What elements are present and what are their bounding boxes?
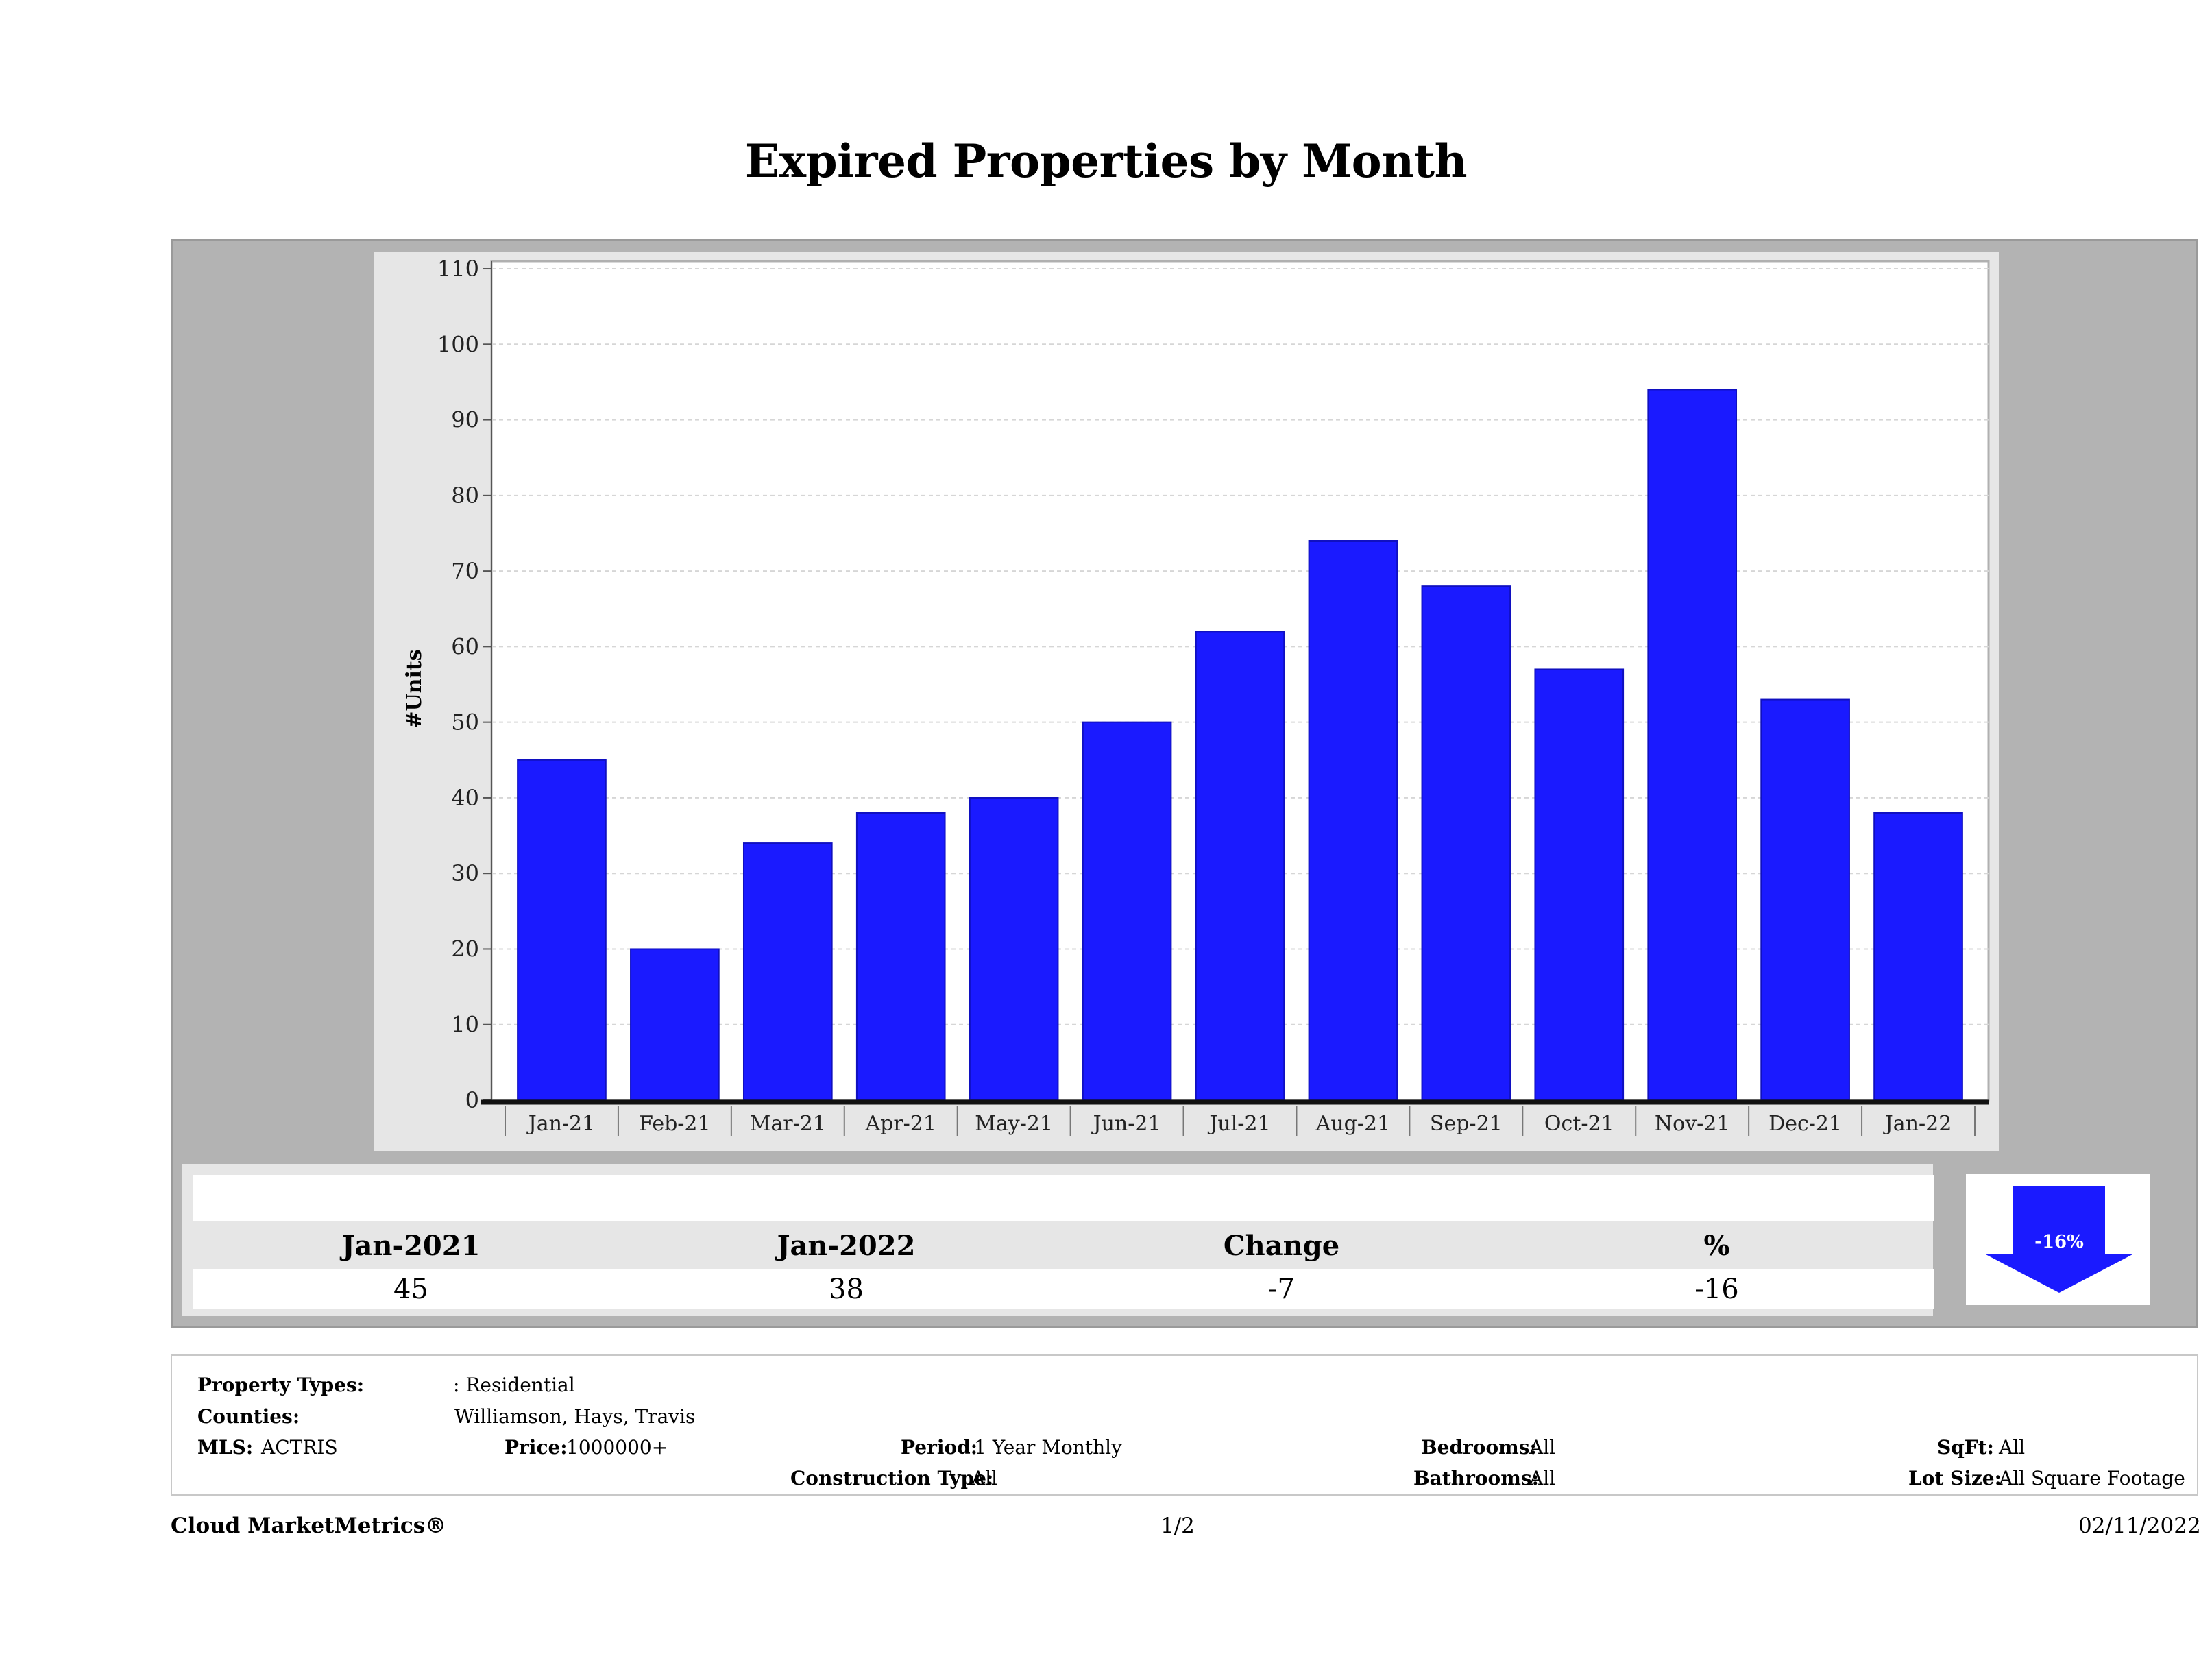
sqft-value: All: [1999, 1436, 2026, 1459]
header-change: Change: [1223, 1230, 1340, 1262]
bar-may-21: [969, 797, 1059, 1102]
x-tick-label: Apr-21: [864, 1112, 936, 1136]
counties-label: Counties:: [197, 1405, 300, 1428]
x-tick-label: Jun-21: [1091, 1112, 1161, 1136]
footer-page-number: 1/2: [1160, 1513, 1195, 1538]
x-tick-label: Jan-21: [526, 1112, 596, 1136]
y-tick-label: 70: [451, 558, 479, 584]
y-tick-label: 30: [451, 860, 479, 886]
x-tick-label: Jan-22: [1883, 1112, 1952, 1136]
gridlines: [491, 268, 1989, 1025]
bar-apr-21: [855, 812, 946, 1101]
period-value: 1 Year Monthly: [974, 1436, 1122, 1459]
change-indicator-label: -16%: [2034, 1232, 2084, 1252]
y-tick-label: 110: [437, 256, 479, 282]
y-tick-label: 20: [451, 936, 479, 962]
value-change: -7: [1268, 1274, 1295, 1305]
bar-jan-22: [1873, 812, 1963, 1101]
header-start-month: Jan-2021: [341, 1230, 481, 1262]
y-tick-label: 40: [451, 785, 479, 811]
x-axis: Jan-21 Feb-21 Mar-21 Apr-21 May-21 Jun-21 Jul-…: [481, 1099, 1989, 1136]
counties-value: Williamson, Hays, Travis: [454, 1405, 696, 1428]
bar-aug-21: [1308, 540, 1398, 1101]
x-tick-label: Dec-21: [1769, 1112, 1842, 1136]
comparison-table-spacer: [193, 1175, 1934, 1221]
bathrooms-value: All: [1529, 1467, 1556, 1489]
chart-panel: 0 10 20 30 40 50 60 70 80 90 100 110 Jan-21 Feb-21 Ma…: [171, 239, 2198, 1328]
mls-label: MLS:: [197, 1436, 254, 1459]
x-tick-label: May-21: [975, 1112, 1053, 1136]
bar-feb-21: [630, 948, 720, 1102]
y-tick-label: 100: [437, 331, 479, 357]
property-types-value: : Residential: [453, 1374, 575, 1396]
value-end-month: 38: [829, 1274, 864, 1305]
down-arrow-icon: -16%: [1984, 1186, 2134, 1293]
bar-jan-21: [517, 759, 607, 1102]
price-label: Price:: [505, 1436, 568, 1459]
construction-type-value: All: [971, 1467, 998, 1489]
y-tick-label: 90: [451, 407, 479, 433]
bar-oct-21: [1534, 668, 1625, 1101]
y-tick-label: 60: [451, 633, 479, 659]
comparison-table: Jan-2021 Jan-2022 Change % 45 38 -7 -16: [182, 1164, 1934, 1316]
bar-dec-21: [1760, 698, 1850, 1101]
bathrooms-label: Bathrooms:: [1413, 1467, 1539, 1489]
x-tick-label: Mar-21: [750, 1112, 826, 1136]
value-percent: -16: [1694, 1274, 1739, 1305]
y-axis-label: #Units: [402, 649, 426, 728]
y-tick-label: 10: [451, 1012, 479, 1038]
y-axis: 0 10 20 30 40 50 60 70 80 90 100 110: [437, 256, 492, 1113]
footer-brand: Cloud MarketMetrics®: [171, 1513, 447, 1538]
header-end-month: Jan-2022: [777, 1230, 916, 1262]
x-tick-label: Feb-21: [639, 1112, 710, 1136]
bedrooms-label: Bedrooms:: [1421, 1436, 1537, 1459]
bar-nov-21: [1647, 389, 1738, 1101]
value-start-month: 45: [393, 1274, 428, 1305]
y-tick-label: 50: [451, 709, 479, 735]
construction-type-label: Construction Type:: [790, 1467, 994, 1489]
x-tick-label: Jul-21: [1207, 1112, 1270, 1136]
bar-chart: 0 10 20 30 40 50 60 70 80 90 100 110 Jan-21 Feb-21 Ma…: [374, 252, 1999, 1151]
period-label: Period:: [901, 1436, 978, 1459]
bar-jun-21: [1082, 721, 1172, 1101]
mls-value: ACTRIS: [261, 1436, 338, 1459]
page-title: Expired Properties by Month: [744, 134, 1468, 188]
property-types-label: Property Types:: [197, 1374, 365, 1396]
report-filters: Property Types: : Residential Counties: …: [171, 1354, 2198, 1496]
x-tick-label: Oct-21: [1544, 1112, 1614, 1136]
y-tick-label: 80: [451, 483, 479, 509]
y-tick-label: 0: [465, 1087, 479, 1113]
comparison-header-row: Jan-2021 Jan-2022 Change %: [193, 1226, 1934, 1267]
footer-date: 02/11/2022: [2078, 1513, 2201, 1538]
x-tick-label: Sep-21: [1430, 1112, 1503, 1136]
sqft-label: SqFt:: [1937, 1436, 1994, 1459]
change-indicator: -16%: [1966, 1174, 2150, 1305]
bedrooms-value: All: [1529, 1436, 1556, 1459]
x-tick-label: Aug-21: [1315, 1112, 1391, 1136]
price-value: 1000000+: [566, 1436, 668, 1459]
x-tick-label: Nov-21: [1655, 1112, 1730, 1136]
lot-size-label: Lot Size:: [1908, 1467, 2002, 1489]
header-percent: %: [1703, 1230, 1730, 1262]
bar-jul-21: [1195, 631, 1285, 1101]
bars: [517, 389, 1963, 1102]
bar-sep-21: [1421, 585, 1511, 1101]
bar-mar-21: [742, 842, 833, 1101]
comparison-value-row: 45 38 -7 -16: [193, 1269, 1934, 1309]
lot-size-value: All Square Footage: [1999, 1467, 2185, 1489]
